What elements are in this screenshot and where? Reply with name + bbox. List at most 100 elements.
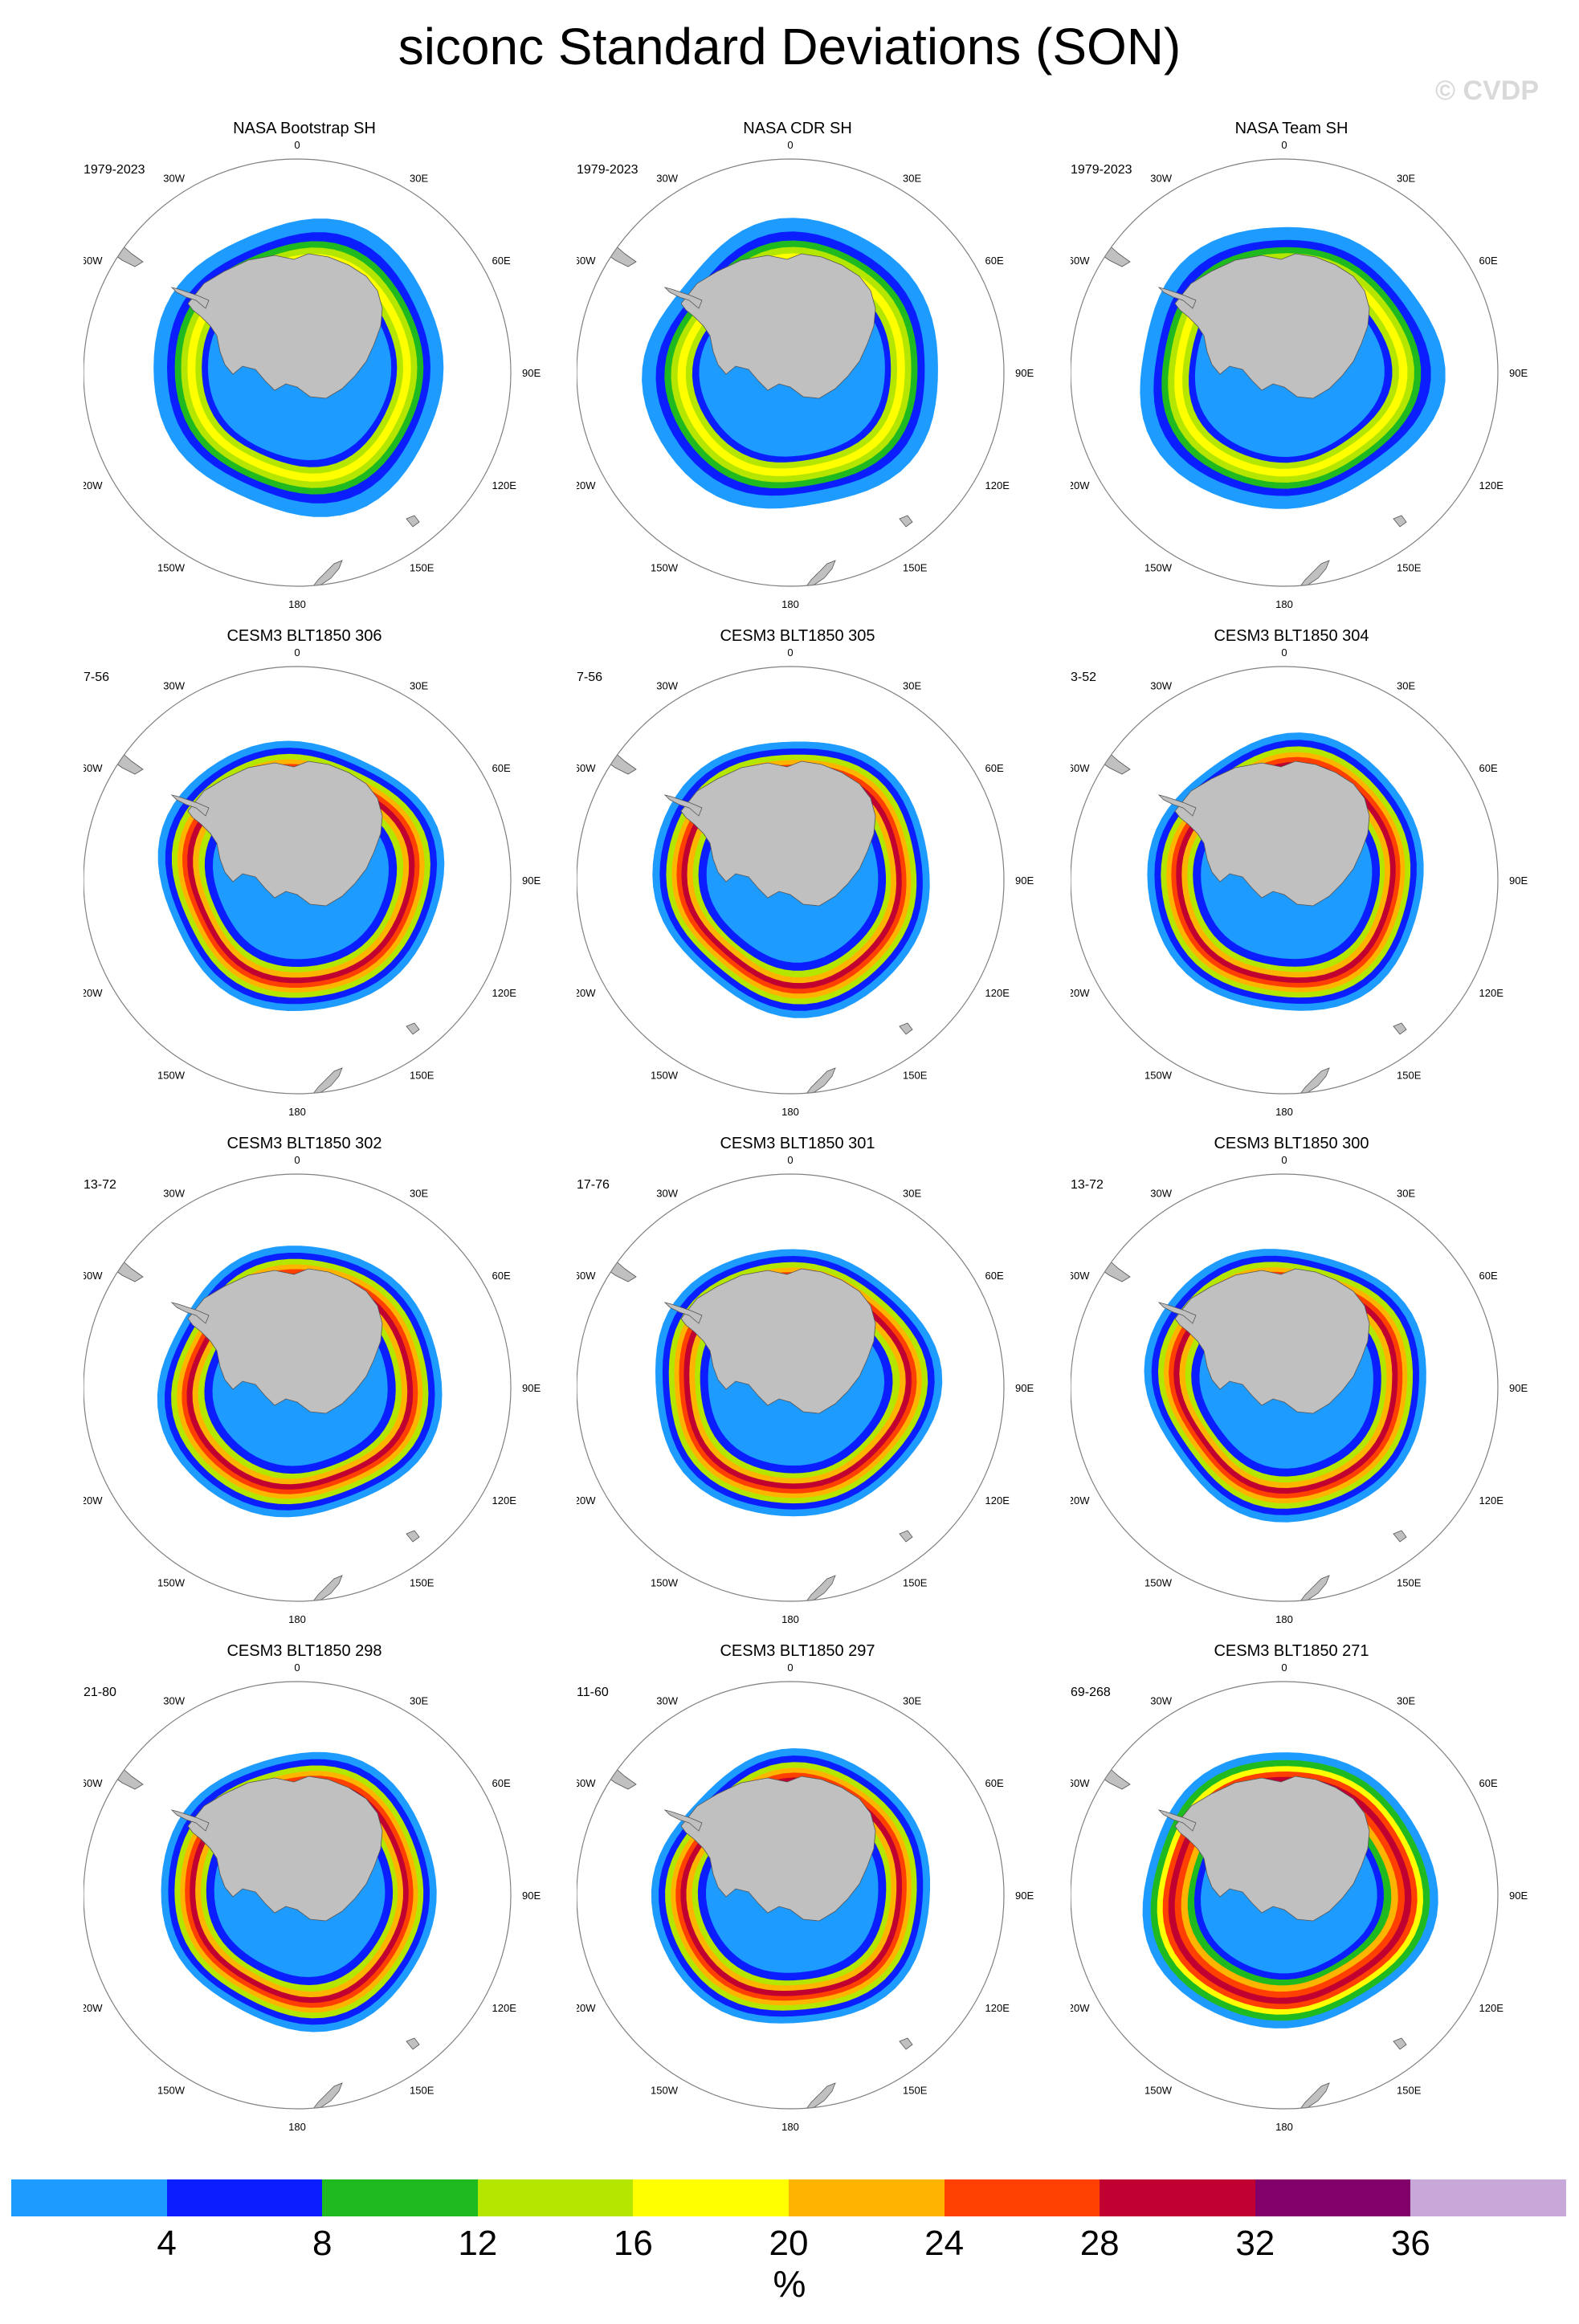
colorbar-units: % (773, 2263, 806, 2305)
longitude-label: 0 (1281, 1154, 1287, 1166)
polar-map: 030E60E90E120E150E180150W120W90W60W30W (577, 1661, 1034, 2133)
panel-title: CESM3 BLT1850 306 (226, 627, 382, 645)
antarctica-land (1174, 253, 1370, 399)
longitude-label: 180 (1275, 598, 1293, 610)
longitude-label: 150W (157, 562, 186, 574)
colorbar-tick-label: 4 (157, 2224, 177, 2263)
colorbar-tick-label: 32 (1235, 2224, 1275, 2263)
longitude-label: 120W (84, 2002, 103, 2014)
colorbar (11, 2179, 1566, 2216)
longitude-label: 150E (903, 562, 928, 574)
longitude-label: 150W (157, 1070, 186, 1082)
longitude-label: 180 (288, 598, 306, 610)
longitude-label: 120E (985, 987, 1010, 999)
new-zealand-land (1300, 560, 1330, 586)
map-panel: 030E60E90E120E150E180150W120W90W60W30WNA… (577, 119, 1071, 625)
longitude-label: 180 (1275, 1106, 1293, 1118)
longitude-label: 120W (577, 1494, 596, 1507)
longitude-label: 120E (492, 479, 517, 491)
map-panel: 030E60E90E120E150E180150W120W90W60W30WCE… (1071, 1641, 1565, 2147)
colorbar-tick-label: 36 (1390, 2224, 1430, 2263)
map-boundary-circle (1071, 666, 1499, 1095)
map-panel: 030E60E90E120E150E180150W120W90W60W30WNA… (84, 119, 577, 625)
new-zealand-land (1300, 1067, 1330, 1094)
polar-map: 030E60E90E120E150E180150W120W90W60W30W (1071, 139, 1528, 610)
map-boundary-circle (577, 1173, 1005, 1602)
longitude-label: 90E (1509, 875, 1528, 887)
panel-title: CESM3 BLT1850 271 (1214, 1642, 1369, 1660)
longitude-label: 180 (781, 1613, 799, 1625)
antarctica-land (1174, 760, 1370, 907)
longitude-label: 60E (985, 255, 1004, 267)
map-panel: 030E60E90E120E150E180150W120W90W60W30WCE… (1071, 1134, 1565, 1640)
longitude-label: 30E (903, 173, 921, 185)
longitude-label: 30E (1397, 173, 1415, 185)
longitude-label: 0 (1281, 1661, 1287, 1674)
longitude-label: 150E (410, 2085, 435, 2097)
longitude-label: 120W (84, 479, 103, 491)
panel-year-range: 13-72 (84, 1178, 116, 1192)
longitude-label: 120E (492, 987, 517, 999)
antarctic-peninsula-land (1157, 287, 1197, 309)
map-panel: 030E60E90E120E150E180150W120W90W60W30WCE… (1071, 626, 1565, 1132)
longitude-label: 90E (1015, 1382, 1034, 1394)
longitude-label: 120W (1071, 479, 1090, 491)
polar-map: 030E60E90E120E150E180150W120W90W60W30W (577, 1154, 1034, 1625)
longitude-label: 30E (410, 1188, 428, 1200)
longitude-label: 150E (1397, 2085, 1422, 2097)
antarctic-peninsula-land (170, 1809, 210, 1832)
longitude-label: 120W (84, 987, 103, 999)
polar-map: 030E60E90E120E150E180150W120W90W60W30W (84, 1661, 541, 2133)
longitude-label: 60W (84, 1777, 103, 1789)
longitude-label: 120E (985, 2002, 1010, 2014)
longitude-label: 60W (1071, 1777, 1090, 1789)
colorbar-tick-label: 16 (613, 2224, 653, 2263)
colorbar-swatch (1100, 2179, 1255, 2216)
longitude-label: 120W (1071, 987, 1090, 999)
longitude-label: 30E (410, 680, 428, 692)
longitude-label: 60W (577, 255, 596, 267)
antarctic-peninsula-land (1157, 1302, 1197, 1324)
tasmania-land (899, 515, 913, 528)
panel-year-range: 21-80 (84, 1686, 116, 1699)
longitude-label: 60E (1479, 255, 1498, 267)
longitude-label: 30W (163, 1695, 185, 1707)
polar-map: 030E60E90E120E150E180150W120W90W60W30W (84, 1154, 541, 1625)
longitude-label: 60E (1479, 762, 1498, 774)
panel-year-range: 7-56 (84, 671, 110, 684)
longitude-label: 60E (492, 1777, 511, 1789)
cvdp-watermark: © CVDP (1435, 75, 1539, 106)
longitude-label: 60W (577, 762, 596, 774)
antarctica-land (187, 253, 383, 399)
longitude-label: 30E (1397, 680, 1415, 692)
longitude-label: 150E (903, 1070, 928, 1082)
longitude-label: 120E (1479, 1494, 1504, 1507)
longitude-label: 150E (1397, 1577, 1422, 1589)
tasmania-land (406, 1022, 420, 1035)
antarctica-land (1174, 1776, 1370, 1922)
longitude-label: 150W (651, 1577, 679, 1589)
panel-year-range: 1979-2023 (1071, 163, 1132, 177)
longitude-label: 180 (288, 1106, 306, 1118)
antarctica-land (187, 1268, 383, 1414)
longitude-label: 0 (787, 646, 793, 658)
longitude-label: 180 (1275, 2121, 1293, 2133)
longitude-label: 150E (903, 2085, 928, 2097)
tasmania-land (406, 2037, 420, 2050)
map-boundary-circle (84, 666, 512, 1095)
antarctica-land (680, 1268, 876, 1414)
longitude-label: 60E (985, 1270, 1004, 1282)
polar-map: 030E60E90E120E150E180150W120W90W60W30W (84, 646, 541, 1118)
tasmania-land (1393, 2037, 1407, 2050)
longitude-label: 90E (522, 367, 541, 379)
longitude-label: 150E (410, 1070, 435, 1082)
panel-title: CESM3 BLT1850 302 (226, 1135, 382, 1152)
new-zealand-land (1300, 2082, 1330, 2109)
tasmania-land (406, 1530, 420, 1543)
longitude-label: 180 (781, 1106, 799, 1118)
colorbar-tick-label: 24 (924, 2224, 965, 2263)
panel-year-range: 11-60 (577, 1686, 609, 1699)
new-zealand-land (806, 2082, 836, 2109)
longitude-label: 120E (1479, 2002, 1504, 2014)
longitude-label: 120E (985, 1494, 1010, 1507)
